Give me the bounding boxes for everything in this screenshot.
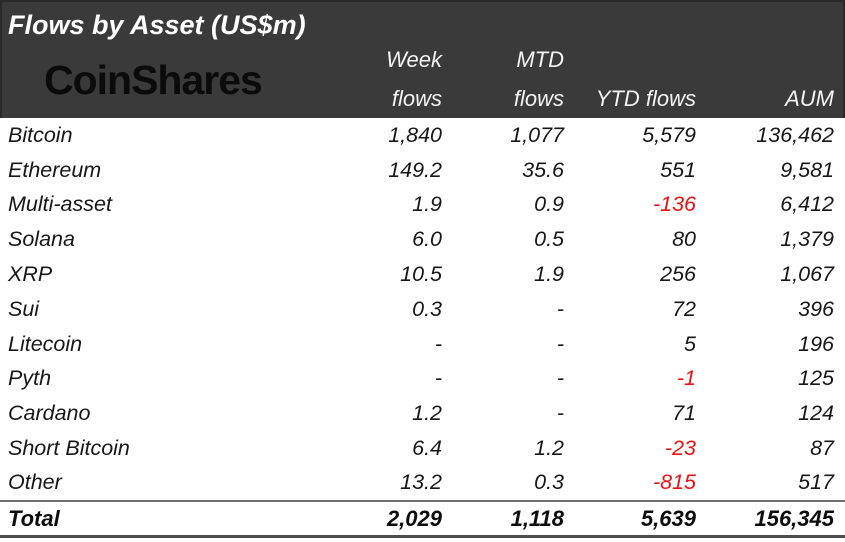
table-body: Bitcoin 1,840 1,077 5,579 136,462 Ethereum 149…	[0, 118, 845, 501]
asset-name: Other	[8, 470, 62, 495]
table-row: Other 13.2 0.3 -815 517	[0, 466, 845, 501]
asset-name: Bitcoin	[8, 122, 73, 147]
week-value: 149.2	[388, 157, 442, 182]
ytd-value: 72	[672, 296, 696, 321]
table-header: Flows by Asset (US$m) CoinShares Week MT…	[0, 0, 845, 118]
ytd-value: -136	[652, 192, 696, 217]
mtd-value: -	[556, 401, 564, 426]
mtd-value: 0.9	[534, 192, 564, 217]
col-header-mtd-line1: MTD	[516, 47, 564, 72]
week-value: 1,840	[388, 122, 442, 147]
mtd-value: 1.9	[534, 262, 564, 287]
week-value: 1.2	[412, 401, 442, 426]
table-row: Solana 6.0 0.5 80 1,379	[0, 222, 845, 257]
mtd-value: -	[556, 296, 564, 321]
ytd-value: 5	[684, 331, 696, 356]
aum-value: 1,067	[780, 262, 834, 287]
total-row: Total 2,029 1,118 5,639 156,345	[0, 499, 845, 539]
ytd-value: -815	[652, 470, 696, 495]
aum-value: 1,379	[780, 227, 834, 252]
table-row: Cardano 1.2 - 71 124	[0, 396, 845, 431]
table-row: Pyth - - -1 125	[0, 362, 845, 397]
total-aum: 156,345	[696, 499, 845, 539]
col-header-week-line2: flows	[391, 86, 442, 111]
column-header-row: CoinShares Week MTD flows flows YTD flow…	[0, 42, 845, 118]
week-value: -	[434, 331, 442, 356]
total-week-flows: 2,029	[356, 499, 442, 539]
asset-name: Short Bitcoin	[8, 436, 130, 461]
total-mtd-flows: 1,118	[442, 499, 564, 539]
mtd-value: 0.5	[534, 227, 564, 252]
aum-value: 125	[798, 366, 834, 391]
ytd-value: -23	[664, 436, 696, 461]
col-header-mtd-line2: flows	[513, 86, 564, 111]
table-row: Multi-asset 1.9 0.9 -136 6,412	[0, 188, 845, 223]
table-row: Bitcoin 1,840 1,077 5,579 136,462	[0, 118, 845, 153]
ytd-value: 71	[672, 401, 696, 426]
col-header-week-line1: Week	[386, 47, 442, 72]
mtd-value: 1,077	[510, 122, 564, 147]
mtd-value: 0.3	[534, 470, 564, 495]
ytd-value: 80	[672, 227, 696, 252]
aum-value: 6,412	[780, 192, 834, 217]
ytd-value: 551	[660, 157, 696, 182]
col-header-aum: AUM	[785, 86, 834, 111]
table-row: Litecoin - - 5 196	[0, 327, 845, 362]
aum-value: 396	[798, 296, 834, 321]
asset-name: Solana	[8, 227, 75, 252]
asset-name: Litecoin	[8, 331, 83, 356]
asset-name: Ethereum	[8, 157, 102, 182]
aum-value: 136,462	[756, 122, 834, 147]
table-row: Ethereum 149.2 35.6 551 9,581	[0, 153, 845, 188]
total-ytd-flows: 5,639	[564, 499, 696, 539]
asset-name: Multi-asset	[8, 192, 112, 217]
aum-value: 9,581	[780, 157, 834, 182]
week-value: 1.9	[412, 192, 442, 217]
aum-value: 517	[798, 470, 834, 495]
aum-value: 196	[798, 331, 834, 356]
coinshares-logo: CoinShares	[44, 56, 263, 103]
mtd-value: -	[556, 331, 564, 356]
mtd-value: -	[556, 366, 564, 391]
week-value: 6.4	[412, 436, 442, 461]
page-title: Flows by Asset (US$m)	[8, 10, 306, 40]
week-value: 10.5	[400, 262, 442, 287]
aum-value: 124	[798, 401, 834, 426]
mtd-value: 35.6	[522, 157, 564, 182]
week-value: 6.0	[412, 227, 442, 252]
table-row: Short Bitcoin 6.4 1.2 -23 87	[0, 431, 845, 466]
week-value: -	[434, 366, 442, 391]
mtd-value: 1.2	[534, 436, 564, 461]
ytd-value: 5,579	[642, 122, 696, 147]
flows-table: Bitcoin 1,840 1,077 5,579 136,462 Ethereum 149…	[0, 118, 845, 539]
aum-value: 87	[810, 436, 834, 461]
table-row: XRP 10.5 1.9 256 1,067	[0, 257, 845, 292]
ytd-value: 256	[660, 262, 696, 287]
ytd-value: -1	[676, 366, 696, 391]
asset-name: XRP	[8, 262, 53, 287]
asset-name: Pyth	[8, 366, 52, 391]
week-value: 13.2	[400, 470, 442, 495]
table-row: Sui 0.3 - 72 396	[0, 292, 845, 327]
asset-name: Sui	[8, 296, 40, 321]
asset-name: Cardano	[8, 401, 91, 426]
week-value: 0.3	[412, 296, 442, 321]
total-label: Total	[0, 499, 356, 539]
col-header-ytd: YTD flows	[595, 86, 696, 111]
